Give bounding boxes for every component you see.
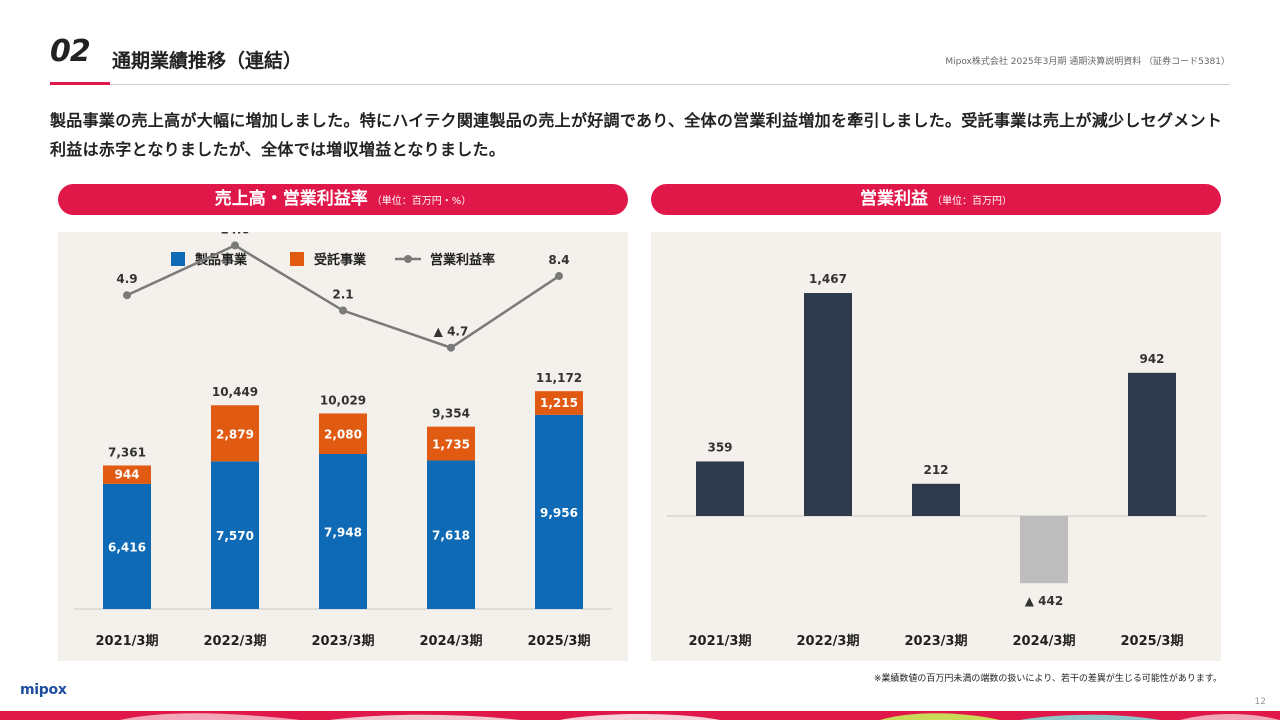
bar-product: [103, 483, 151, 609]
sales-chart-panel: 製品事業 受託事業 営業利益率 6,416 944 7,361 2021/3期 7,570 2,…: [58, 222, 628, 661]
x-tick-label: 2024/3期: [1013, 634, 1076, 649]
x-tick-label: 2022/3期: [797, 634, 860, 649]
profit-chart-panel: 359 2021/3期 1,467 2022/3期 212 2023/3期 ▲ 442 202…: [651, 232, 1221, 661]
bar-product: [427, 460, 475, 609]
data-label-contract: 2,879: [216, 427, 254, 441]
data-label-total: 7,361: [108, 445, 146, 459]
data-label-product: 7,948: [324, 526, 362, 540]
bar-contract: [535, 391, 583, 415]
x-tick-label: 2022/3期: [204, 634, 267, 649]
x-tick-label: 2021/3期: [96, 634, 159, 649]
x-tick-label: 2025/3期: [1121, 634, 1184, 649]
data-label-profit: 942: [1139, 352, 1164, 366]
data-label-profit: 1,467: [809, 272, 847, 286]
legend-swatch-contract: [290, 252, 304, 266]
bar-product: [211, 461, 259, 609]
section-number: 02: [50, 34, 91, 69]
bar-product: [535, 414, 583, 609]
data-label-contract: 2,080: [324, 428, 362, 442]
summary-text: 製品事業の売上高が大幅に増加しました。特にハイテク関連製品の売上が好調であり、全…: [50, 111, 1223, 159]
margin-label: 14.0: [220, 232, 250, 236]
section-underline: [50, 82, 110, 85]
right-chart-unit: （単位：百万円）: [932, 196, 1012, 207]
left-chart-title-bar: 売上高・営業利益率 （単位：百万円・%）: [58, 184, 628, 215]
bar-product: [319, 454, 367, 609]
data-label-contract: 1,215: [540, 396, 578, 410]
x-tick-label: 2021/3期: [689, 634, 752, 649]
bar-operating-loss: [1020, 516, 1068, 584]
legend-marker-margin: [404, 255, 412, 263]
x-tick-label: 2025/3期: [528, 634, 591, 649]
bar-contract: [103, 465, 151, 484]
bar-operating-profit: [804, 293, 852, 516]
sales-chart: 製品事業 受託事業 営業利益率 6,416 944 7,361 2021/3期 7,570 2,…: [74, 222, 612, 649]
margin-label: ▲ 4.7: [434, 325, 469, 339]
x-tick-label: 2023/3期: [905, 634, 968, 649]
mipox-logo: mipox: [20, 682, 67, 698]
data-label-product: 9,956: [540, 506, 578, 520]
margin-point: [447, 343, 455, 352]
bar-operating-profit: [912, 483, 960, 516]
data-label-product: 6,416: [108, 540, 146, 554]
data-label-total: 10,029: [320, 393, 366, 407]
x-tick-label: 2023/3期: [312, 634, 375, 649]
margin-label: 2.1: [332, 288, 353, 302]
legend-swatch-product: [171, 252, 185, 266]
margin-point: [123, 291, 131, 300]
left-chart-unit: （単位：百万円・%）: [371, 196, 472, 207]
legend-label-product: 製品事業: [194, 252, 248, 268]
page-title: 通期業績推移（連結）: [112, 50, 303, 72]
profit-chart: 359 2021/3期 1,467 2022/3期 212 2023/3期 ▲ 442 202…: [667, 272, 1207, 649]
legend-label-margin: 営業利益率: [430, 252, 495, 268]
data-label-total: 11,172: [536, 371, 582, 385]
data-label-product: 7,570: [216, 529, 254, 543]
margin-label: 4.9: [116, 272, 137, 286]
data-label-contract: 1,735: [432, 438, 470, 452]
margin-label: 8.4: [548, 253, 569, 267]
data-label-total: 9,354: [432, 407, 470, 421]
data-label-contract: 944: [114, 468, 139, 482]
right-chart-title: 営業利益: [860, 189, 928, 209]
bar-operating-profit: [1128, 372, 1176, 516]
bar-contract: [427, 426, 475, 461]
left-chart-title: 売上高・営業利益率: [214, 189, 368, 209]
margin-point: [555, 272, 563, 281]
footnote: ※業績数値の百万円未満の端数の扱いにより、若干の差異が生じる可能性があります。: [873, 674, 1222, 684]
page-number: 12: [1254, 697, 1266, 707]
bar-operating-profit: [696, 461, 744, 516]
header-divider: [110, 84, 1230, 85]
data-label-profit: 212: [923, 463, 948, 477]
bar-contract: [319, 413, 367, 455]
data-label-profit: 359: [707, 440, 732, 454]
right-chart-title-bar: 営業利益 （単位：百万円）: [651, 184, 1221, 215]
margin-point: [231, 241, 239, 250]
x-tick-label: 2024/3期: [420, 634, 483, 649]
legend-label-contract: 受託事業: [314, 252, 367, 268]
bar-contract: [211, 405, 259, 462]
data-label-product: 7,618: [432, 529, 470, 543]
margin-point: [339, 306, 347, 315]
data-label-total: 10,449: [212, 385, 258, 399]
data-label-loss: ▲ 442: [1025, 594, 1063, 608]
decorative-bottom-band: [0, 711, 1280, 720]
document-meta: Mipox株式会社 2025年3月期 通期決算説明資料 （証券コード5381）: [945, 57, 1230, 67]
